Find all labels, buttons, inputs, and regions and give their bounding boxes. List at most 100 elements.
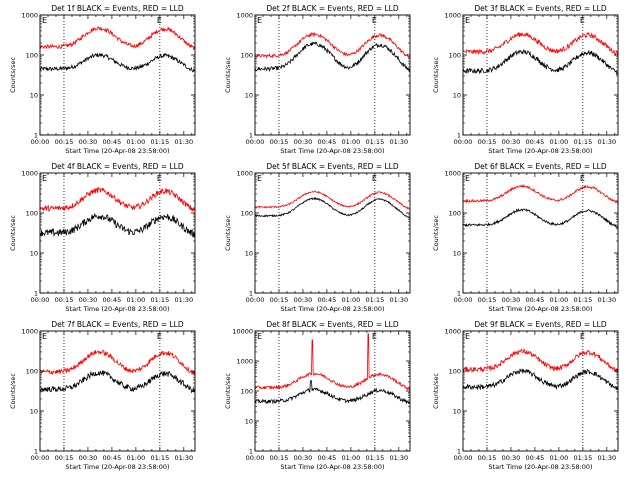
black-events-series [39,212,196,238]
black-events-series [254,41,411,73]
panel-det-1: Det 1f BLACK = Events, RED = LLD Counts/s… [9,4,196,155]
y-tick-label: 1000 [21,328,38,336]
red-lld-series [254,190,411,210]
y-tick-label: 100 [241,388,253,396]
x-tick-label: 01:30 [597,138,616,146]
x-tick-label: 00:45 [103,454,122,462]
y-tick-label: 1 [34,448,38,456]
x-axis-label: Start Time (20-Apr-08 23:58:00) [65,463,169,471]
x-tick-label: 00:00 [31,296,50,304]
x-tick-label: 01:30 [597,296,616,304]
e-marker-label: E [42,332,47,341]
y-axis-label: Counts/sec [432,57,440,93]
panel-det-2: Det 2f BLACK = Events, RED = LLD Counts/s… [224,4,411,155]
y-axis-label: Counts/sec [224,215,232,251]
x-tick-label: 00:00 [31,138,50,146]
x-tick-label: 01:00 [342,454,361,462]
e-marker-label: E [372,332,377,341]
x-tick-label: 00:00 [246,454,265,462]
y-tick-label: 10 [453,250,461,258]
plot-frame [254,172,411,294]
x-tick-label: 01:15 [150,138,169,146]
e-marker-label: E [465,16,470,25]
panel-det-6: Det 6f BLACK = Events, RED = LLD Counts/s… [432,162,619,313]
x-tick-label: 01:15 [573,138,592,146]
panel-det-4: Det 4f BLACK = Events, RED = LLD Counts/s… [9,162,196,313]
y-axis-label: Counts/sec [432,373,440,409]
black-events-series [462,368,619,391]
red-lld-series [462,184,619,205]
panel-det-7: Det 7f BLACK = Events, RED = LLD Counts/s… [9,320,196,471]
x-tick-label: 00:00 [454,138,473,146]
y-axis-label: Counts/sec [224,373,232,409]
x-tick-label: 00:15 [270,454,289,462]
plot-frame [462,172,619,294]
y-tick-label: 100 [26,368,38,376]
x-axis-label: Start Time (20-Apr-08 23:58:00) [488,463,592,471]
x-tick-label: 00:30 [502,138,521,146]
x-tick-label: 00:45 [103,138,122,146]
panel-det-8: Det 8f BLACK = Events, RED = LLD Counts/s… [224,320,411,471]
panel-title: Det 2f BLACK = Events, RED = LLD [266,4,399,13]
panel-title: Det 3f BLACK = Events, RED = LLD [474,4,607,13]
y-tick-label: 100 [241,210,253,218]
y-tick-label: 1000 [236,170,253,178]
e-marker-label: E [157,174,162,183]
plot-frame [254,330,411,452]
y-tick-label: 10 [30,408,38,416]
red-lld-series [254,333,411,391]
red-lld-series [254,32,411,59]
red-lld-series [39,349,196,376]
x-tick-label: 00:30 [294,138,313,146]
y-tick-label: 1000 [236,358,253,366]
y-tick-label: 1 [249,290,253,298]
panel-title: Det 1f BLACK = Events, RED = LLD [51,4,184,13]
x-tick-label: 00:45 [103,296,122,304]
x-tick-label: 00:00 [31,454,50,462]
x-tick-label: 00:15 [478,296,497,304]
y-tick-label: 10 [245,92,253,100]
y-tick-label: 10 [453,408,461,416]
x-axis-label: Start Time (20-Apr-08 23:58:00) [280,305,384,313]
y-tick-label: 10 [245,418,253,426]
x-axis-label: Start Time (20-Apr-08 23:58:00) [488,305,592,313]
e-marker-label: E [257,174,262,183]
red-lld-series [462,348,619,374]
y-tick-label: 1000 [444,170,461,178]
x-tick-label: 01:30 [389,138,408,146]
x-tick-label: 01:00 [550,138,569,146]
x-tick-label: 01:00 [342,138,361,146]
x-axis-label: Start Time (20-Apr-08 23:58:00) [280,147,384,155]
x-tick-label: 00:15 [478,454,497,462]
x-tick-label: 00:15 [55,138,74,146]
y-tick-label: 1000 [21,170,38,178]
x-tick-label: 00:30 [79,138,98,146]
y-tick-label: 100 [26,52,38,60]
e-marker-label: E [257,332,262,341]
red-lld-series [39,186,196,213]
x-tick-label: 00:30 [79,296,98,304]
y-tick-label: 1 [249,448,253,456]
x-tick-label: 00:00 [454,296,473,304]
e-marker-label: E [580,174,585,183]
x-tick-label: 01:30 [174,138,193,146]
plot-frame [462,14,619,136]
x-tick-label: 00:45 [526,296,545,304]
red-lld-series [462,31,619,57]
x-tick-label: 00:15 [55,454,74,462]
x-tick-label: 01:00 [127,296,146,304]
x-tick-label: 01:00 [127,454,146,462]
y-tick-label: 10 [30,92,38,100]
y-tick-label: 1 [34,290,38,298]
x-tick-label: 01:15 [365,138,384,146]
panel-det-5: Det 5f BLACK = Events, RED = LLD Counts/s… [224,162,411,313]
x-tick-label: 00:15 [55,296,74,304]
x-tick-label: 01:30 [389,454,408,462]
y-tick-label: 100 [449,52,461,60]
plot-frame [39,330,196,452]
y-tick-label: 100 [26,210,38,218]
y-tick-label: 100 [241,52,253,60]
panel-title: Det 5f BLACK = Events, RED = LLD [266,162,399,171]
x-tick-label: 01:15 [365,454,384,462]
